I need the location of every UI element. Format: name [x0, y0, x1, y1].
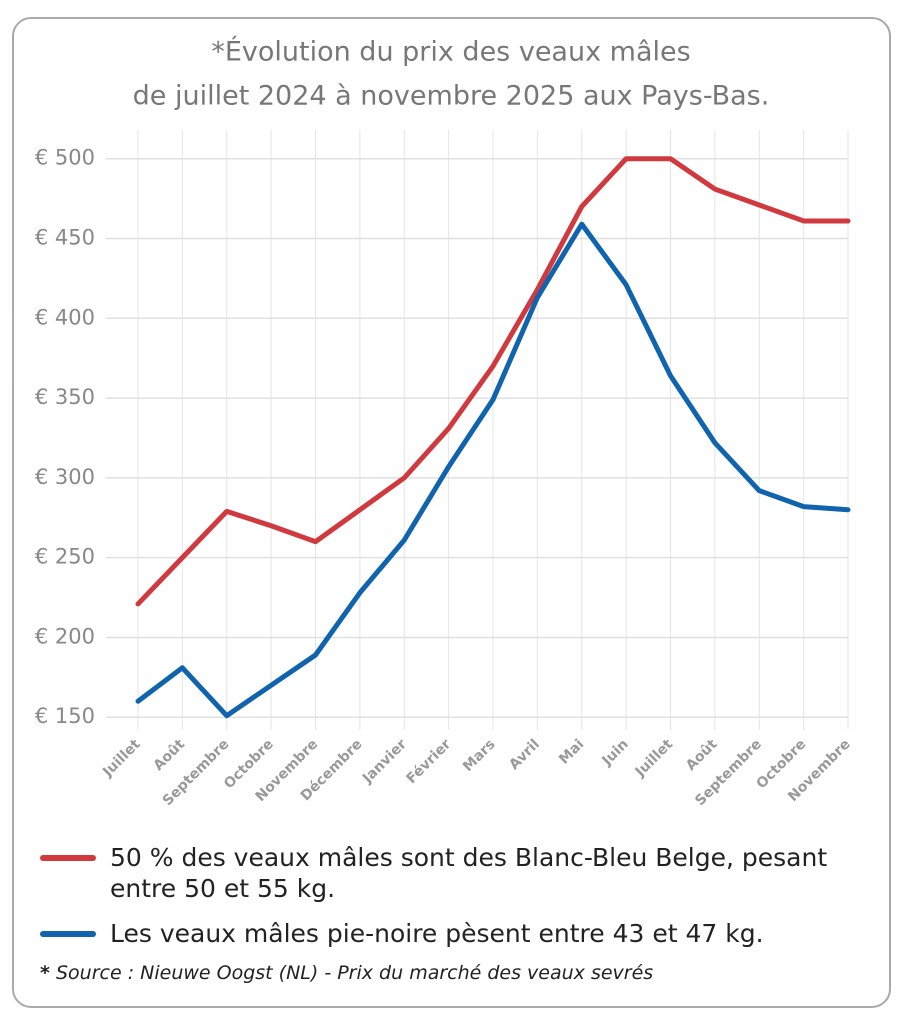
- y-tick-label: € 300: [35, 465, 95, 489]
- legend-entry: 50 % des veaux mâles sont des Blanc-Bleu…: [40, 842, 830, 904]
- chart-subtitle: de juillet 2024 à novembre 2025 aux Pays…: [133, 81, 770, 112]
- x-tick-label: Août: [150, 736, 188, 774]
- note-text: Source : Nieuwe Oogst (NL) - Prix du mar…: [55, 962, 654, 984]
- x-tick-label: Mai: [556, 736, 587, 767]
- frame: [12, 17, 891, 1008]
- y-tick-label: € 250: [35, 545, 95, 569]
- legend-swatch: [40, 931, 96, 937]
- x-tick-label: Juillet: [632, 736, 677, 781]
- legend-entry: Les veaux mâles pie-noire pèsent entre 4…: [40, 918, 830, 949]
- series-line: [135, 221, 851, 719]
- note-marker: *: [40, 962, 50, 984]
- legend-label: 50 % des veaux mâles sont des Blanc-Bleu…: [110, 843, 828, 903]
- legend-label: Les veaux mâles pie-noire pèsent entre 4…: [110, 919, 764, 948]
- x-tick-label: Juillet: [99, 736, 144, 781]
- x-tick-label: Janvier: [359, 736, 410, 787]
- legend-swatch: [40, 855, 96, 861]
- chart-title: *Évolution du prix des veaux mâles: [211, 36, 690, 68]
- y-tick-label: € 450: [35, 226, 95, 250]
- source-note: * Source : Nieuwe Oogst (NL) - Prix du m…: [40, 962, 653, 984]
- y-tick-label: € 500: [35, 146, 95, 170]
- y-tick-label: € 150: [35, 704, 95, 728]
- x-tick-label: Avril: [506, 736, 543, 773]
- y-tick-label: € 350: [35, 385, 95, 409]
- y-tick-label: € 400: [35, 305, 95, 329]
- x-tick-label: Mars: [460, 736, 499, 775]
- series-line: [135, 156, 851, 607]
- x-tick-label: Août: [683, 736, 721, 774]
- y-tick-label: € 200: [35, 624, 95, 648]
- x-tick-label: Février: [404, 736, 455, 787]
- x-tick-label: Juin: [599, 736, 632, 769]
